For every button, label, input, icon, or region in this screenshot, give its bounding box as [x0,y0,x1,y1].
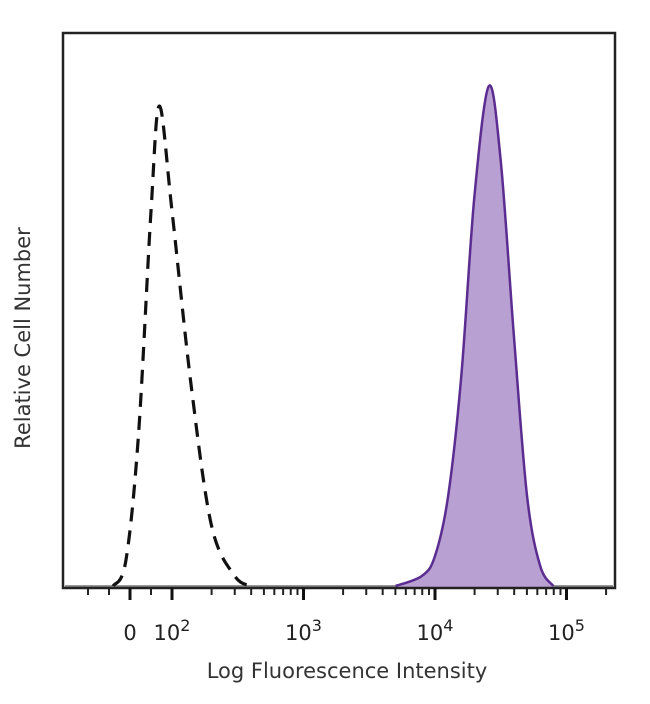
x-tick-label: 0 [123,621,136,645]
x-tick-label: 104 [417,616,454,645]
plot-frame [61,31,617,590]
stained-histogram-line [395,84,555,588]
isotype-control-histogram [111,104,253,588]
stained-histogram-fill [395,85,554,589]
x-tick-label: 105 [548,616,585,645]
x-axis-title: Log Fluorescence Intensity [207,659,488,683]
x-tick-label: 102 [154,616,191,645]
y-axis-title: Relative Cell Number [11,227,35,449]
x-tick-label: 103 [285,616,322,645]
